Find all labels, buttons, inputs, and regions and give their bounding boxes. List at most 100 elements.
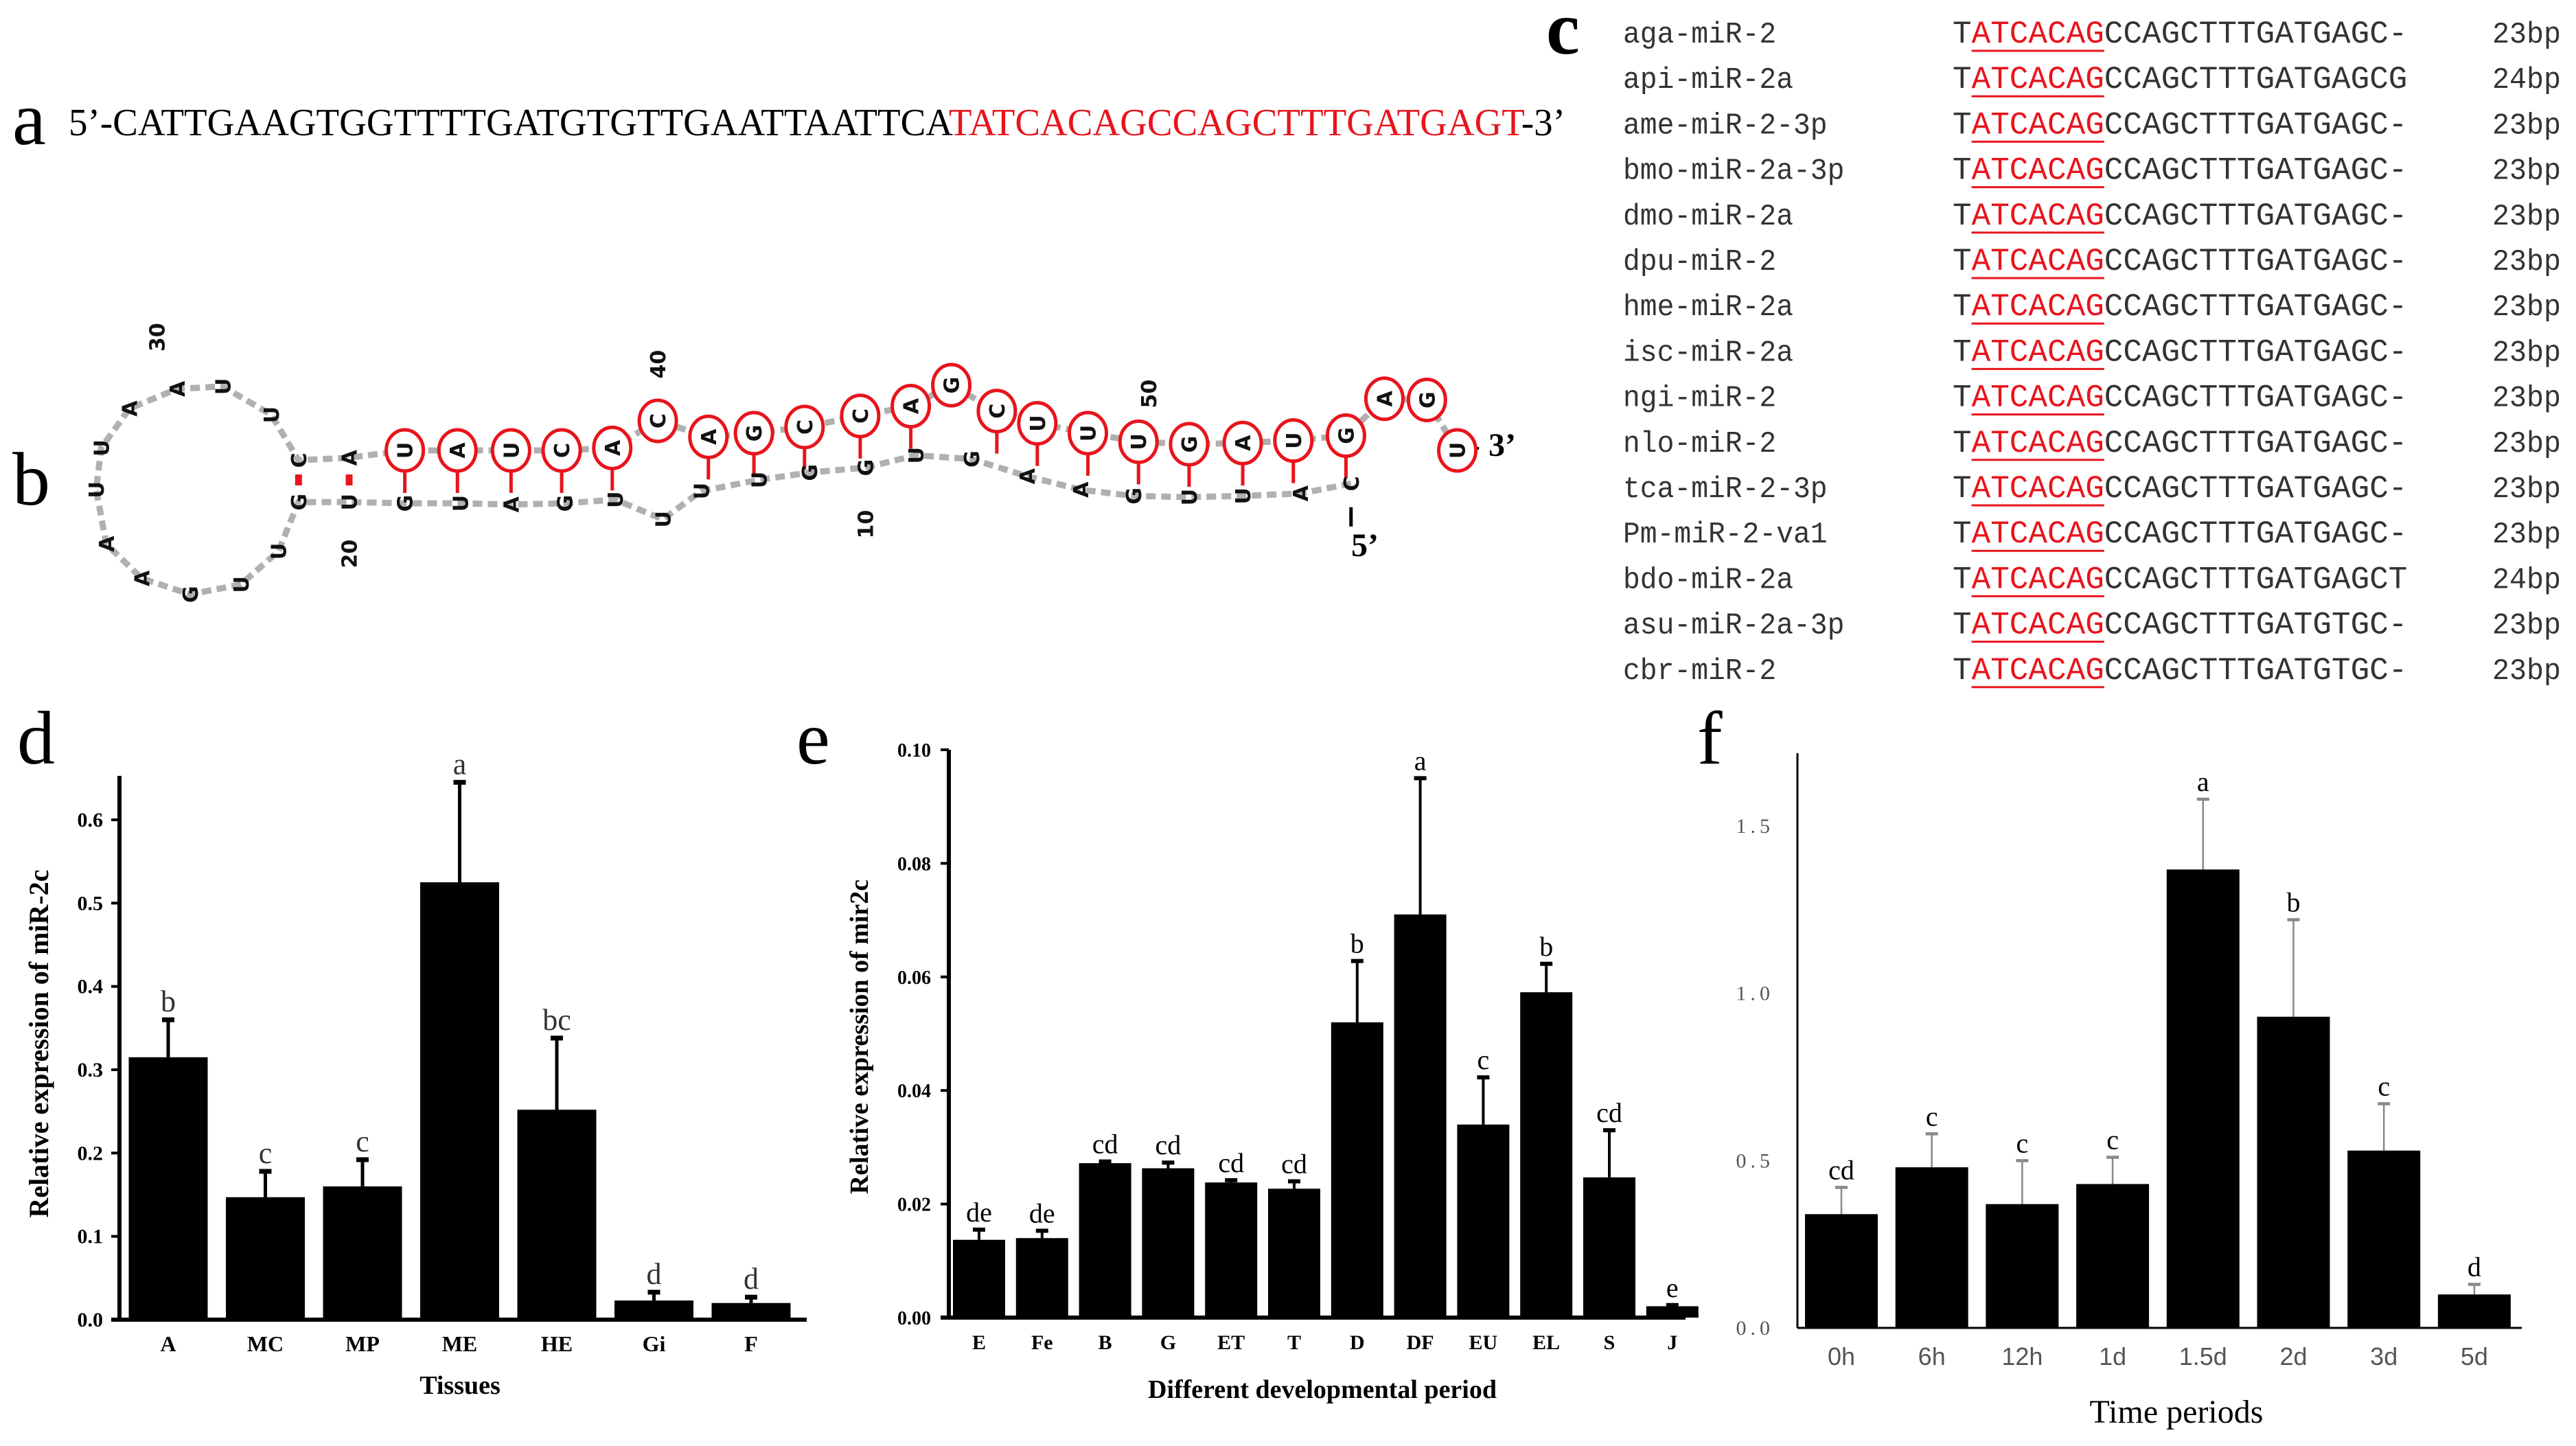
length-label: 23bp <box>2492 472 2561 507</box>
mirna-name: dpu-miR-2 <box>1623 245 1776 279</box>
x-tick-label: 5d <box>2461 1342 2488 1370</box>
seq-rest: CCAGCTTTGATGAGCG <box>2104 62 2408 97</box>
mirna-name: asu-miR-2a-3p <box>1623 609 1844 643</box>
x-tick-label: ME <box>442 1331 478 1356</box>
precursor-sequence: 5’-CATTGAAGTGGTTTTGATGTGTTGAATTAATTCATAT… <box>69 102 1565 144</box>
x-tick-label: EU <box>1469 1331 1498 1354</box>
y-axis-label: Relative expression of mir2c <box>845 880 874 1194</box>
alignment-row: nlo-miR-2 T ATCACAG CCAGCTTTGATGAGC- 23bp <box>1623 426 2561 461</box>
alignment-row: api-miR-2a T ATCACAG CCAGCTTTGATGAGCG 24bp <box>1623 62 2561 97</box>
x-tick-label: DF <box>1407 1331 1434 1354</box>
bar <box>1986 1204 2059 1328</box>
bar <box>1895 1167 1968 1328</box>
mirna-name: ame-miR-2-3p <box>1623 108 1828 143</box>
significance-letter: d <box>2468 1252 2481 1283</box>
mirna-circle <box>592 425 633 470</box>
significance-letter: b <box>1350 928 1364 959</box>
nucleotide: C <box>288 452 312 468</box>
significance-letter: c <box>1926 1101 1938 1132</box>
mirna-name: dmo-miR-2a <box>1623 200 1793 234</box>
alignment-row: tca-miR-2-3p T ATCACAG CCAGCTTTGATGAGC- 23bp <box>1623 471 2561 507</box>
mirna-nucleotide: G <box>743 425 767 442</box>
alignment-row: cbr-miR-2 T ATCACAG CCAGCTTTGATGTGC- 23bp <box>1623 653 2561 689</box>
x-tick-label: A <box>160 1331 176 1356</box>
mirna-nucleotide: C <box>849 409 873 424</box>
x-axis-label: Tissues <box>419 1371 501 1400</box>
nucleotide: A <box>130 570 154 586</box>
y-tick-label: 0.0 <box>1736 1317 1775 1340</box>
length-label: 23bp <box>2492 108 2561 143</box>
mirna-name: bdo-miR-2a <box>1623 563 1793 597</box>
panel-label-e: e <box>796 696 830 780</box>
seq-first-base: T <box>1953 153 1972 189</box>
mirna-name: aga-miR-2 <box>1623 18 1776 52</box>
length-label: 24bp <box>2492 563 2561 597</box>
position-label: 40 <box>647 350 671 379</box>
mirna-nucleotide: U <box>500 442 524 459</box>
mirna-circle <box>840 393 881 439</box>
panel-label-a: a <box>12 77 46 161</box>
seq-rest: CCAGCTTTGATGAGC- <box>2104 289 2408 325</box>
x-tick-label: F <box>744 1331 758 1356</box>
mirna-nucleotide: C <box>986 404 1010 419</box>
position-label: 50 <box>1138 380 1162 409</box>
mirna-nucleotide: U <box>1127 433 1151 450</box>
nucleotide: A <box>1016 468 1040 484</box>
nucleotide: U <box>690 483 714 499</box>
significance-letter: c <box>1477 1044 1490 1075</box>
alignment-row: isc-miR-2a T ATCACAG CCAGCTTTGATGAGC- 23bp <box>1623 334 2561 370</box>
x-tick-label: 1.5d <box>2179 1342 2227 1370</box>
mirna-nucleotide: G <box>1178 436 1202 453</box>
mirna-nucleotide: A <box>1373 390 1397 406</box>
mirna-nucleotide: A <box>698 428 722 445</box>
y-tick-label: 0.6 <box>78 809 104 831</box>
seed-region: ATCACAG <box>1972 516 2104 552</box>
seq-rest: CCAGCTTTGATGAGC- <box>2104 471 2408 507</box>
seq-prefix: 5’- <box>69 102 113 144</box>
mirna-circle <box>976 389 1017 434</box>
seq-first-base: T <box>1953 562 1972 597</box>
x-tick-label: G <box>1160 1331 1176 1354</box>
bar <box>2437 1294 2511 1328</box>
significance-letter: d <box>647 1257 662 1291</box>
seed-region: ATCACAG <box>1972 608 2104 643</box>
seq-rest: CCAGCTTTGATGAGC- <box>2104 16 2408 52</box>
alignment-row: ame-miR-2-3p T ATCACAG CCAGCTTTGATGAGC- 23bp <box>1623 107 2561 143</box>
mirna-nucleotide: C <box>647 413 671 428</box>
significance-letter: c <box>2106 1124 2119 1155</box>
y-tick-label: 0.2 <box>78 1142 104 1164</box>
mirna-circle <box>1222 420 1263 466</box>
significance-letter: cd <box>1596 1097 1622 1128</box>
nucleotide: U <box>338 494 363 510</box>
length-label: 23bp <box>2492 518 2561 552</box>
bar <box>1205 1182 1258 1318</box>
significance-letter: b <box>2287 886 2301 917</box>
panel-b-secondary-structure: b 5’ - 3’ CAUUGAAGUGGUUUUGAUGUGUUGAAUUAA… <box>12 323 1516 603</box>
seed-region: ATCACAG <box>1972 653 2104 689</box>
y-tick-label: 0.08 <box>897 853 931 875</box>
seed-region: ATCACAG <box>1972 62 2104 97</box>
bar <box>2257 1016 2330 1328</box>
mirna-circle <box>1169 422 1210 467</box>
nucleotide: A <box>338 449 363 466</box>
alignment-row: dmo-miR-2a T ATCACAG CCAGCTTTGATGAGC- 23bp <box>1623 198 2561 234</box>
nucleotide: G <box>553 495 577 512</box>
bar <box>420 882 499 1320</box>
alignment-row: hme-miR-2a T ATCACAG CCAGCTTTGATGAGC- 23bp <box>1623 289 2561 325</box>
alignment-row: Pm-miR-2-va1 T ATCACAG CCAGCTTTGATGAGC- 23bp <box>1623 516 2561 552</box>
mirna-name: tca-miR-2-3p <box>1623 472 1828 507</box>
seed-region: ATCACAG <box>1972 562 2104 597</box>
mirna-circle <box>931 363 972 408</box>
nucleotide: U <box>652 511 676 527</box>
x-tick-label: 6h <box>1918 1342 1946 1370</box>
bar <box>226 1197 305 1320</box>
mirna-nucleotide: C <box>551 443 575 458</box>
chart-e-development: e 0.00 0.02 0.04 0.06 0.08 0.10 de Ede Fe cd Bcd Gc… <box>796 696 1699 1404</box>
mirna-nucleotide: G <box>941 377 965 394</box>
y-tick-label: 0.0 <box>78 1309 104 1331</box>
position-label: 10 <box>854 510 878 539</box>
mirna-nucleotide: U <box>1283 432 1307 448</box>
significance-letter: cd <box>1281 1149 1307 1180</box>
seed-region: ATCACAG <box>1972 334 2104 370</box>
bar <box>2166 869 2240 1328</box>
